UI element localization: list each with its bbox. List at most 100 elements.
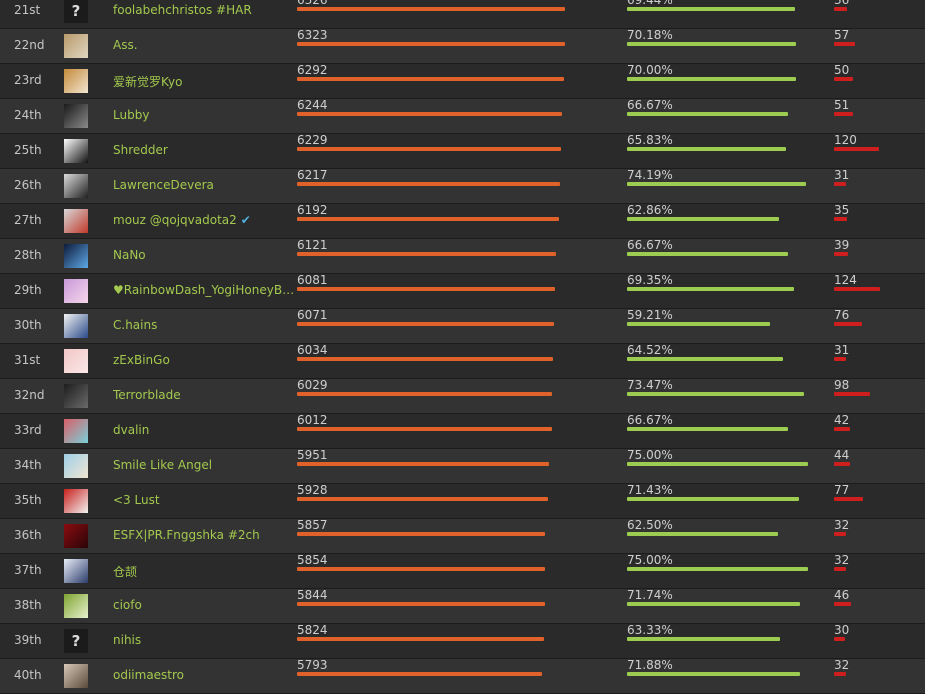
table-row[interactable]: 27th mouz @qojqvadota2 ✔ 6192 62.86% 35 [0,203,925,239]
anime-hero-avatar-icon[interactable] [64,559,88,583]
table-row[interactable]: 29th ♥RainbowDash_YogiHoneyBadger6081 69.3… [0,273,925,309]
win-rate-value: 71.43% [627,483,673,497]
logo-avatar-icon[interactable] [64,314,88,338]
dark-hero-avatar-icon[interactable] [64,384,88,408]
mmr-value: 6292 [297,63,328,77]
portrait-avatar-icon[interactable] [64,174,88,198]
table-row[interactable]: 37th 仓颉 5854 75.00% 32 [0,553,925,589]
mmr-bar [297,77,564,81]
player-name-link[interactable]: <3 Lust [113,493,160,507]
player-name-link[interactable]: Terrorblade [113,388,181,402]
beach-avatar-icon[interactable] [64,454,88,478]
rank-label: 28th [14,248,42,262]
red-banner-avatar-icon[interactable] [64,524,88,548]
matches-value: 44 [834,448,850,462]
player-name-link[interactable]: zExBinGo [113,353,170,367]
win-rate-value: 70.00% [627,63,673,77]
player-name-link[interactable]: ciofo [113,598,142,612]
matches-bar [834,217,847,221]
table-row[interactable]: 35th <3 Lust 5928 71.43% 77 [0,483,925,519]
player-name-link[interactable]: LawrenceDevera [113,178,214,192]
player-name-link[interactable]: Smile Like Angel [113,458,212,472]
table-row[interactable]: 30th C.hains 6071 59.21% 76 [0,308,925,344]
player-name-link[interactable]: mouz @qojqvadota2 ✔ [113,213,251,227]
table-row[interactable]: 33rd dvalin 6012 66.67% 42 [0,413,925,449]
player-name-link[interactable]: Lubby [113,108,149,122]
table-row[interactable]: 21st? foolabehchristos #HAR 6326 69.44% 36 [0,0,925,29]
rank-label: 29th [14,283,42,297]
player-name: 爱新觉罗Kyo [113,75,183,89]
matches-bar [834,637,845,641]
table-row[interactable]: 36th ESFX|PR.Fnggshka #2ch 5857 62.50% 32 [0,518,925,554]
unknown-avatar-icon[interactable]: ? [64,629,88,653]
trash-can-avatar-icon[interactable] [64,594,88,618]
mmr-bar [297,637,544,641]
mmr-bar [297,532,545,536]
mmr-bar [297,392,552,396]
player-name-link[interactable]: ♥RainbowDash_YogiHoneyBadger [113,283,295,297]
matches-bar [834,77,853,81]
player-name: LawrenceDevera [113,178,214,192]
matches-value: 30 [834,623,850,637]
dota-logo-avatar-icon[interactable] [64,489,88,513]
checker-avatar-icon[interactable] [64,139,88,163]
matches-bar [834,7,847,11]
table-row[interactable]: 26th LawrenceDevera 6217 74.19% 31 [0,168,925,204]
table-row[interactable]: 23rd 爱新觉罗Kyo 6292 70.00% 50 [0,63,925,99]
win-rate-bar [627,287,794,291]
player-name-link[interactable]: 仓颉 [113,563,137,580]
blue-hero-avatar-icon[interactable] [64,244,88,268]
player-name-link[interactable]: Ass. [113,38,138,52]
win-rate-value: 71.88% [627,658,673,672]
cartoon-avatar-icon[interactable] [64,34,88,58]
player-name-link[interactable]: ESFX|PR.Fnggshka #2ch [113,528,260,542]
player-name-link[interactable]: Shredder [113,143,168,157]
rank-label: 33rd [14,423,42,437]
table-row[interactable]: 38th ciofo 5844 71.74% 46 [0,588,925,624]
player-name-link[interactable]: dvalin [113,423,149,437]
win-rate-value: 73.47% [627,378,673,392]
win-rate-value: 62.50% [627,518,673,532]
table-row[interactable]: 28th NaNo 6121 66.67% 39 [0,238,925,274]
pony-avatar-icon[interactable] [64,279,88,303]
mmr-bar [297,672,542,676]
mmr-value: 6071 [297,308,328,322]
player-name-link[interactable]: NaNo [113,248,146,262]
portrait-avatar-icon[interactable] [64,664,88,688]
dog-avatar-icon[interactable] [64,69,88,93]
question-mark-icon: ? [71,2,81,20]
table-row[interactable]: 31st zExBinGo 6034 64.52% 31 [0,343,925,379]
win-rate-bar [627,217,779,221]
anime-avatar-icon[interactable] [64,349,88,373]
player-name: dvalin [113,423,150,437]
player-name-link[interactable]: nihis [113,633,141,647]
table-row[interactable]: 25th Shredder 6229 65.83% 120 [0,133,925,169]
table-row[interactable]: 24th Lubby 6244 66.67% 51 [0,98,925,134]
matches-value: 31 [834,168,850,182]
table-row[interactable]: 39th? nihis 5824 63.33% 30 [0,623,925,659]
win-rate-value: 59.21% [627,308,673,322]
table-row[interactable]: 32nd Terrorblade 6029 73.47% 98 [0,378,925,414]
table-row[interactable]: 34th Smile Like Angel 5951 75.00% 44 [0,448,925,484]
mouz-logo-avatar-icon[interactable] [64,209,88,233]
table-row[interactable]: 22nd Ass. 6323 70.18% 57 [0,28,925,64]
laptop-avatar-icon[interactable] [64,104,88,128]
table-row[interactable]: 40th odiimaestro 5793 71.88% 32 [0,658,925,694]
mmr-bar [297,252,556,256]
mmr-value: 5824 [297,623,328,637]
matches-value: 42 [834,413,850,427]
player-name-link[interactable]: odiimaestro [113,668,184,682]
player-name-link[interactable]: foolabehchristos #HAR [113,3,252,17]
player-name-link[interactable]: C.hains [113,318,157,332]
rank-label: 38th [14,598,42,612]
mmr-value: 6034 [297,343,328,357]
player-name-link[interactable]: 爱新觉罗Kyo [113,73,182,90]
mmr-bar [297,7,565,11]
unknown-avatar-icon[interactable]: ? [64,0,88,23]
matches-value: 76 [834,308,850,322]
matches-bar [834,287,880,291]
striped-avatar-icon[interactable] [64,419,88,443]
mmr-bar [297,322,554,326]
player-name: NaNo [113,248,146,262]
rank-label: 40th [14,668,42,682]
